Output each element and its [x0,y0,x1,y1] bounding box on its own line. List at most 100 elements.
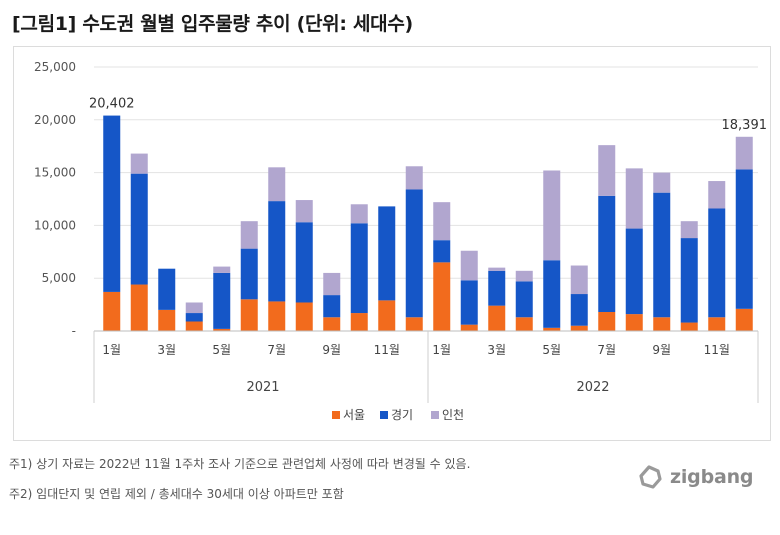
bar-segment-gyeonggi [405,189,423,318]
bar-segment-seoul [158,309,176,331]
x-tick-label: 1월 [432,343,451,357]
bar-segment-seoul [350,313,368,331]
bar-segment-seoul [460,324,478,331]
y-tick-label: 20,000 [34,113,76,127]
bar-segment-gyeonggi [653,192,671,318]
bar-segment-seoul [323,317,341,331]
data-label: 18,391 [722,118,768,133]
bar-segment-incheon [625,168,643,229]
bar-segment-gyeonggi [213,272,231,329]
data-labels: 20,402 18,391 [89,97,767,133]
bar-segment-seoul [488,305,506,331]
bar-segment-seoul [543,327,561,331]
bar-segment-gyeonggi [625,228,643,315]
x-tick-label: 9월 [322,343,341,357]
bar-segment-incheon [295,200,313,223]
bar-segment-gyeonggi [680,238,698,323]
bar-segment-incheon [680,221,698,239]
bar-segment-gyeonggi [735,169,753,309]
bar-segment-seoul [185,321,203,331]
bar-segment-seoul [213,328,231,331]
year-label: 2022 [576,380,609,395]
bar-segment-incheon [708,181,726,209]
bar-segment-gyeonggi [515,281,533,318]
bar-segment-seoul [598,311,616,331]
legend-label: 인천 [442,407,464,422]
x-tick-label: 3월 [157,343,176,357]
x-tick-label: 11월 [704,343,730,357]
footnote-2: 주2) 임대단지 및 연립 제외 / 총세대수 30세대 이상 아파트만 포함 [9,487,344,501]
bar-segment-incheon [213,266,231,273]
x-tick-label: 5월 [212,343,231,357]
legend-label: 서울 [343,408,365,422]
bar-segment-incheon [460,250,478,281]
legend: 서울 경기 인천 [332,407,464,422]
bar-segment-gyeonggi [103,115,121,292]
year-label: 2021 [246,380,279,395]
bar-segment-seoul [653,317,671,331]
bar-segment-seoul [708,317,726,331]
bar-segment-gyeonggi [350,223,368,314]
y-tick-label: 10,000 [34,218,76,232]
bar-segment-incheon [653,172,671,193]
bar-segment-gyeonggi [598,195,616,312]
bar-segment-seoul [268,301,286,331]
bar-segment-seoul [433,262,451,331]
x-tick-label: 7월 [597,343,616,357]
bar-segment-seoul [625,314,643,331]
x-tick-label: 3월 [487,343,506,357]
bar-segment-seoul [103,291,121,331]
legend-label: 경기 [391,408,413,422]
x-tick-label: 9월 [652,343,671,357]
bar-segment-gyeonggi [433,240,451,263]
bar-segment-gyeonggi [708,208,726,318]
x-tick-label: 7월 [267,343,286,357]
bar-segment-incheon [323,272,341,296]
footnote-1: 주1) 상기 자료는 2022년 11월 1주차 조사 기준으로 관련업체 사정… [9,457,471,471]
y-tick-label: 25,000 [34,60,76,74]
bar-segment-seoul [405,317,423,331]
legend-swatch-seoul [332,411,340,419]
bar-segment-incheon [735,136,753,170]
bar-segment-gyeonggi [185,313,203,322]
legend-swatch-gyeonggi [380,411,388,419]
bar-segment-incheon [433,202,451,241]
data-label: 20,402 [89,97,135,112]
bar-segment-incheon [488,267,506,271]
bars [103,115,753,331]
x-tick-label: 1월 [102,343,121,357]
zigbang-logo: zigbang [636,462,754,492]
zigbang-logo-icon [639,465,662,489]
bar-segment-gyeonggi [460,280,478,325]
bar-segment-seoul [570,325,588,331]
bar-segment-gyeonggi [323,295,341,318]
x-axis: 1월 3월 5월 7월 9월 11월 1월 3월 5월 7월 9월 11월 2021 2022 [93,330,759,403]
grid-lines [94,66,758,279]
bar-segment-incheon [268,167,286,202]
bar-segment-incheon [130,153,148,174]
bar-segment-gyeonggi [268,201,286,302]
y-tick-label: 5,000 [42,271,76,285]
legend-swatch-incheon [431,411,439,419]
bar-segment-seoul [295,302,313,331]
bar-segment-gyeonggi [543,260,561,328]
bar-segment-gyeonggi [570,294,588,326]
y-tick-label: - [72,324,76,338]
bar-segment-gyeonggi [378,206,396,301]
stacked-bar-chart: 25,000 20,000 15,000 10,000 5,000 - 20,402 18,… [34,60,767,422]
bar-segment-incheon [240,221,258,249]
bar-segment-gyeonggi [158,268,176,310]
y-tick-label: 15,000 [34,166,76,180]
chart-panel: 25,000 20,000 15,000 10,000 5,000 - 20,402 18,… [13,46,771,441]
x-tick-label: 5월 [542,343,561,357]
bar-segment-seoul [378,300,396,331]
logo-text: zigbang [670,466,754,488]
bar-segment-incheon [405,166,423,190]
bar-segment-gyeonggi [240,248,258,300]
bar-segment-seoul [515,317,533,331]
y-axis-ticks: 25,000 20,000 15,000 10,000 5,000 - [34,60,76,338]
bar-segment-gyeonggi [130,173,148,285]
bar-segment-incheon [515,270,533,282]
bar-segment-incheon [598,145,616,196]
bar-segment-seoul [680,322,698,331]
